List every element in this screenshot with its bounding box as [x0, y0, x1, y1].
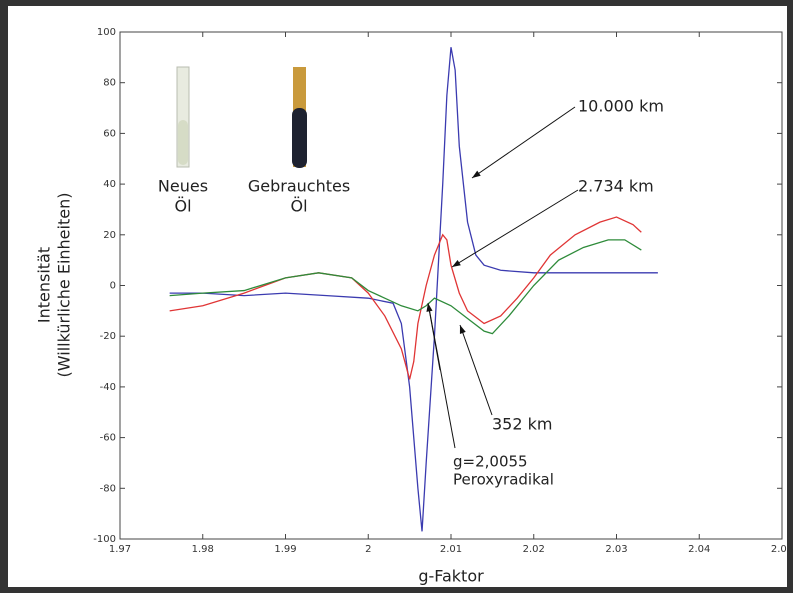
arrow-head: [472, 170, 481, 178]
x-tick-label: 2.01: [440, 544, 462, 555]
series-label: 2.734 km: [578, 177, 654, 196]
x-tick-label: 2.05: [771, 544, 793, 555]
arrow-head: [459, 325, 466, 334]
y-tick-label: -100: [93, 534, 116, 545]
arrow-head: [426, 303, 433, 312]
y-tick-label: -60: [100, 433, 116, 444]
series-label: 352 km: [492, 415, 552, 434]
y-axis-label: (Willkürliche Einheiten): [55, 193, 74, 378]
image-label: Öl: [290, 197, 307, 216]
x-tick-label: 1.98: [192, 544, 214, 555]
x-tick-label: 2.03: [605, 544, 627, 555]
y-tick-label: 0: [110, 281, 116, 292]
image-new-oil: [176, 66, 190, 168]
y-tick-label: -20: [100, 331, 116, 342]
annotation: g=2,0055: [453, 453, 528, 471]
series-label: 10.000 km: [578, 97, 664, 116]
x-axis-label: g-Faktor: [418, 567, 484, 586]
y-tick-label: -40: [100, 382, 116, 393]
y-axis-label: Intensität: [35, 247, 54, 323]
y-tick-label: 20: [103, 230, 116, 241]
image-label: Neues: [158, 177, 208, 196]
arrow-head: [452, 259, 461, 267]
x-tick-label: 2.02: [523, 544, 545, 555]
annotation-arrow: [451, 189, 579, 268]
y-tick-label: 80: [103, 78, 116, 89]
x-tick-label: 1.99: [274, 544, 296, 555]
series-line: [169, 47, 658, 532]
x-tick-label: 1.97: [109, 544, 131, 555]
y-tick-label: 60: [103, 128, 116, 139]
x-tick-label: 2: [365, 544, 371, 555]
image-used-oil: [292, 67, 307, 168]
image-label: Gebrauchtes: [248, 177, 350, 196]
annotation-arrow: [471, 106, 576, 179]
y-tick-label: -80: [100, 483, 116, 494]
x-tick-label: 2.04: [688, 544, 710, 555]
y-tick-label: 100: [97, 27, 116, 38]
background: [8, 6, 787, 587]
annotation-arrow: [427, 302, 441, 371]
annotation: Peroxyradikal: [453, 471, 554, 489]
annotation-arrow: [459, 324, 493, 416]
series-line: [169, 239, 642, 335]
image-label: Öl: [174, 197, 191, 216]
y-tick-label: 40: [103, 179, 116, 190]
